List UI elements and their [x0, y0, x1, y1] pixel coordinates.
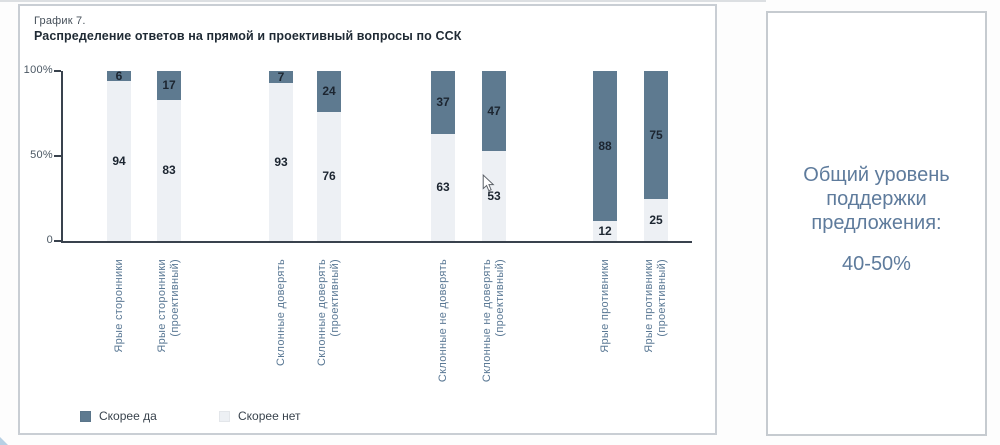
mouse-cursor — [482, 174, 495, 192]
bar-segment — [644, 198, 668, 241]
legend-label: Скорее нет — [238, 409, 301, 423]
summary-text: Общий уровень поддержки предложения: — [803, 164, 950, 234]
bar-segment — [107, 81, 131, 241]
bar-segment — [317, 111, 341, 241]
bar-value-label: 25 — [649, 212, 663, 227]
bar-segment — [644, 71, 668, 199]
bar-value-label: 24 — [322, 84, 336, 99]
x-axis-label: Склонные не доверять (проективный) — [481, 259, 506, 383]
chart-title: Распределение ответов на прямой и проект… — [34, 29, 462, 43]
bar-segment — [317, 71, 341, 112]
bar-segment — [431, 133, 455, 241]
x-axis-label: Ярые противники (проективный) — [643, 259, 668, 353]
bar-segment — [482, 150, 506, 241]
bar-value-label: 47 — [487, 103, 501, 118]
bar-value-label: 6 — [115, 69, 123, 84]
bar-value-label: 12 — [598, 223, 612, 238]
x-axis-label: Ярые противники — [598, 259, 611, 353]
y-axis-tick-label: 50% — [30, 149, 53, 161]
bar-segment — [157, 99, 181, 241]
legend-item: Скорее да — [80, 409, 157, 423]
y-axis-tick — [54, 240, 61, 242]
chart-number-caption: График 7. — [34, 15, 86, 27]
x-axis-label: Ярые сторонники — [112, 259, 125, 353]
bar-segment — [482, 71, 506, 151]
y-axis-tick-label: 100% — [23, 64, 53, 76]
y-axis-tick — [54, 155, 61, 157]
bar-value-label: 94 — [112, 154, 126, 169]
x-axis-label: Склонные не доверять — [436, 259, 449, 383]
y-axis-tick — [54, 70, 61, 72]
legend-item: Скорее нет — [219, 409, 300, 423]
bar-value-label: 76 — [322, 169, 336, 184]
bar-value-label: 53 — [487, 188, 501, 203]
corner-decoration — [0, 437, 9, 445]
top-edge-line — [0, 0, 766, 2]
bar-value-label: 37 — [436, 95, 450, 110]
x-axis-label: Ярые сторонники (проективный) — [156, 259, 181, 353]
y-axis-line — [61, 71, 63, 243]
chart-card: График 7. Распределение ответов на прямо… — [18, 4, 717, 435]
bar-chart: 100% 50% 0 6 94 Ярые сторонники 17 83 Ярые сторо… — [20, 6, 715, 433]
bar-value-label: 83 — [162, 163, 176, 178]
y-axis-tick-label: 0 — [46, 234, 53, 246]
legend-label: Скорее да — [99, 409, 157, 423]
bar-segment — [431, 71, 455, 134]
bar-segment — [269, 71, 293, 83]
bar-value-label: 75 — [649, 127, 663, 142]
summary-card: Общий уровень поддержки предложения: 40-… — [766, 11, 987, 436]
bar-segment — [107, 71, 131, 82]
bar-segment — [593, 71, 617, 221]
x-axis-line — [61, 241, 692, 243]
chart-legend: Скорее да Скорее нет — [20, 409, 715, 429]
bar-value-label: 7 — [277, 69, 285, 84]
bar-value-label: 63 — [436, 180, 450, 195]
bar-segment — [269, 82, 293, 241]
legend-swatch — [219, 410, 230, 422]
bar-segment — [593, 220, 617, 241]
summary-value: 40-50% — [842, 253, 911, 275]
bar-segment — [157, 71, 181, 100]
bar-value-label: 88 — [598, 138, 612, 153]
bar-value-label: 17 — [162, 78, 176, 93]
x-axis-label: Склонные доверять (проективный) — [316, 259, 341, 366]
x-axis-label: Склонные доверять — [274, 259, 287, 366]
legend-swatch — [80, 410, 91, 422]
bar-value-label: 93 — [274, 154, 288, 169]
